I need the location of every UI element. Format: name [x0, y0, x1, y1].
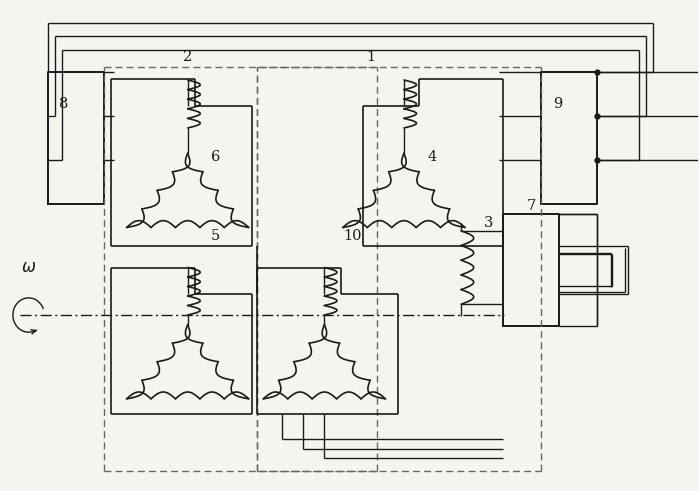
Text: 10: 10 [343, 229, 361, 243]
Text: 9: 9 [553, 97, 562, 110]
Text: $\omega$: $\omega$ [21, 259, 36, 276]
Text: 7: 7 [526, 199, 535, 213]
Text: 3: 3 [484, 217, 493, 230]
Text: 5: 5 [211, 229, 220, 243]
Text: 2: 2 [183, 50, 192, 64]
Text: 1: 1 [366, 50, 375, 64]
Text: 8: 8 [59, 97, 69, 110]
Text: 4: 4 [427, 150, 436, 164]
Text: 6: 6 [211, 150, 220, 164]
